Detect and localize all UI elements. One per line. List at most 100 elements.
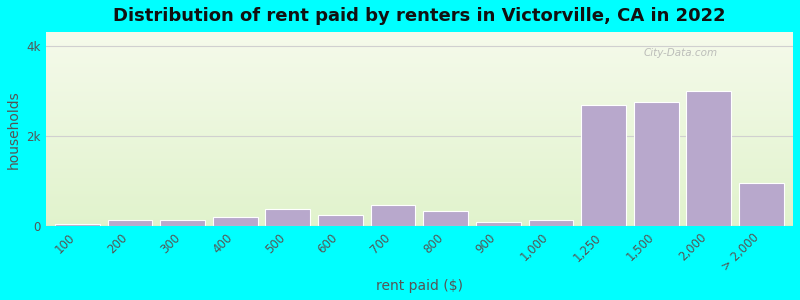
Bar xyxy=(46,59,793,60)
Bar xyxy=(46,207,793,208)
Bar xyxy=(476,222,521,226)
Bar xyxy=(46,88,793,89)
Bar xyxy=(46,164,793,165)
Bar xyxy=(46,224,793,225)
Bar xyxy=(46,125,793,126)
Bar xyxy=(46,220,793,221)
Bar xyxy=(46,118,793,119)
Bar xyxy=(46,93,793,94)
Bar xyxy=(46,134,793,135)
Bar xyxy=(46,123,793,124)
Bar xyxy=(46,209,793,210)
Bar xyxy=(46,129,793,130)
Bar xyxy=(46,144,793,145)
Bar xyxy=(46,140,793,141)
Bar xyxy=(46,75,793,76)
Bar xyxy=(529,220,574,226)
Bar xyxy=(46,94,793,95)
Bar xyxy=(46,118,793,119)
Bar xyxy=(46,50,793,52)
Bar xyxy=(46,141,793,142)
Bar xyxy=(46,154,793,155)
Bar xyxy=(318,215,363,226)
Bar xyxy=(46,188,793,189)
Bar xyxy=(46,80,793,81)
Bar xyxy=(46,102,793,103)
Bar xyxy=(46,143,793,144)
Bar xyxy=(582,105,626,226)
Bar xyxy=(46,74,793,75)
Bar xyxy=(46,46,793,48)
Bar xyxy=(46,214,793,215)
Bar xyxy=(46,153,793,154)
Bar xyxy=(46,108,793,109)
Bar xyxy=(46,82,793,83)
Bar xyxy=(46,165,793,166)
Bar xyxy=(46,161,793,162)
Bar xyxy=(46,52,793,53)
Bar xyxy=(46,58,793,59)
Bar xyxy=(46,67,793,68)
Bar xyxy=(46,148,793,149)
Bar xyxy=(46,65,793,66)
Bar xyxy=(423,211,468,226)
Bar xyxy=(46,124,793,125)
Bar xyxy=(46,176,793,177)
Bar xyxy=(46,131,793,132)
Bar xyxy=(46,126,793,127)
Bar xyxy=(46,185,793,186)
Bar xyxy=(46,218,793,219)
Bar xyxy=(46,178,793,180)
Bar xyxy=(46,189,793,190)
Bar xyxy=(46,192,793,193)
Bar xyxy=(46,32,793,33)
Y-axis label: households: households xyxy=(7,90,21,169)
Bar xyxy=(46,38,793,39)
Bar xyxy=(739,183,784,226)
Bar xyxy=(46,181,793,182)
Bar xyxy=(46,160,793,161)
Bar xyxy=(46,36,793,37)
Bar xyxy=(46,91,793,92)
Bar xyxy=(46,128,793,129)
Bar xyxy=(46,162,793,163)
Bar xyxy=(46,184,793,185)
Bar xyxy=(46,190,793,191)
Bar xyxy=(46,142,793,143)
Bar xyxy=(46,194,793,195)
Bar xyxy=(46,45,793,46)
Bar xyxy=(46,73,793,74)
X-axis label: rent paid ($): rent paid ($) xyxy=(376,279,463,293)
Bar xyxy=(46,171,793,172)
Bar xyxy=(46,225,793,226)
Bar xyxy=(46,82,793,83)
Bar xyxy=(46,96,793,97)
Bar xyxy=(46,170,793,171)
Bar xyxy=(46,173,793,174)
Bar xyxy=(46,40,793,41)
Bar xyxy=(46,115,793,116)
Bar xyxy=(46,119,793,120)
Bar xyxy=(46,79,793,80)
Bar xyxy=(46,223,793,224)
Bar xyxy=(46,196,793,197)
Bar xyxy=(46,62,793,63)
Bar xyxy=(46,86,793,87)
Bar xyxy=(46,219,793,220)
Bar xyxy=(46,221,793,222)
Bar xyxy=(46,77,793,78)
Bar xyxy=(46,60,793,61)
Bar xyxy=(46,78,793,79)
Bar xyxy=(46,205,793,206)
Bar xyxy=(46,193,793,194)
Bar xyxy=(46,68,793,69)
Bar xyxy=(634,102,678,226)
Bar xyxy=(46,57,793,58)
Bar xyxy=(46,206,793,207)
Bar xyxy=(46,76,793,77)
Bar xyxy=(46,156,793,157)
Bar xyxy=(46,180,793,181)
Bar xyxy=(46,112,793,114)
Bar xyxy=(46,37,793,38)
Bar xyxy=(46,137,793,138)
